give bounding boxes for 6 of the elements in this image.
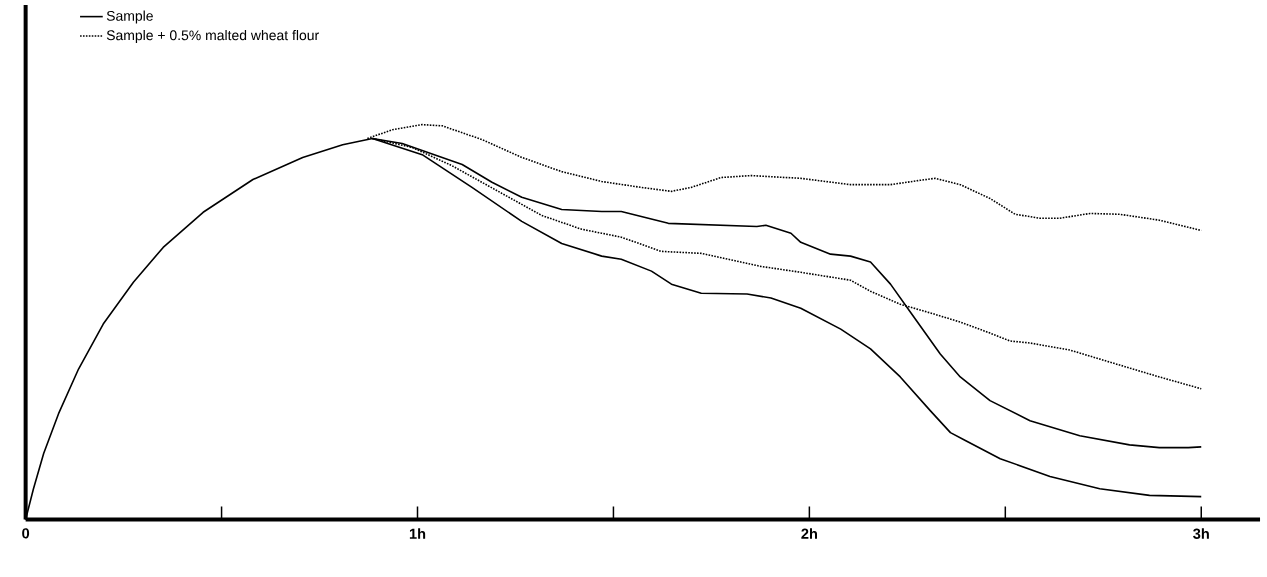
x-tick-label: 0 (22, 528, 30, 539)
legend-label: Sample + 0.5% malted wheat flour (106, 29, 319, 43)
x-tick-label: 1h (409, 528, 426, 539)
legend-label: Sample (106, 10, 153, 24)
x-tick-label: 3h (1193, 528, 1209, 539)
x-tick-label: 2h (801, 528, 817, 539)
